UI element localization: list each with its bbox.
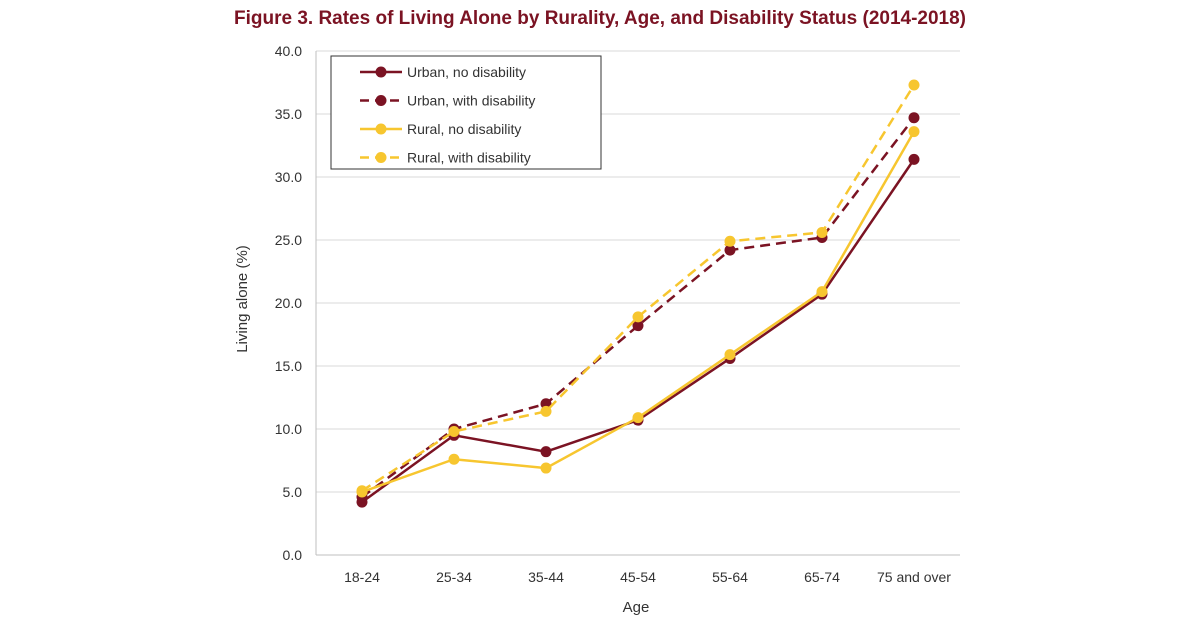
legend-box [330, 55, 602, 170]
chart-title: Figure 3. Rates of Living Alone by Rural… [233, 8, 967, 29]
legend-marker [375, 95, 387, 106]
data-point [632, 412, 644, 424]
data-point [816, 226, 828, 238]
y-axis-label: Living alone (%) [234, 245, 251, 353]
x-tick-label: 75 and over [877, 569, 951, 585]
data-point [540, 462, 552, 474]
data-point [908, 153, 920, 165]
x-tick-label: 55-64 [712, 569, 748, 585]
y-tick-label: 40.0 [275, 43, 302, 59]
x-tick-label: 45-54 [620, 569, 656, 585]
legend-marker [375, 66, 387, 78]
data-point [908, 79, 920, 91]
data-point [448, 453, 460, 465]
data-point [632, 320, 644, 332]
y-tick-label: 5.0 [283, 484, 303, 500]
series-line-1 [361, 117, 915, 499]
x-tick-label: 35-44 [528, 569, 564, 585]
y-tick-label: 30.0 [275, 169, 302, 185]
y-tick-label: 0.0 [283, 547, 303, 563]
y-tick-label: 25.0 [275, 232, 302, 248]
data-point [540, 398, 552, 410]
x-axis-label: Age [623, 599, 650, 616]
data-point [448, 426, 460, 438]
legend-label: Rural, with disability [407, 150, 531, 166]
data-point [908, 112, 920, 124]
data-point [540, 405, 552, 417]
y-tick-label: 10.0 [275, 421, 302, 437]
data-point [632, 311, 644, 323]
data-point [356, 485, 368, 497]
x-tick-label: 18-24 [344, 569, 380, 585]
data-point [724, 244, 736, 256]
legend-marker [375, 123, 387, 135]
legend-marker [375, 152, 387, 163]
y-tick-label: 15.0 [275, 358, 302, 374]
x-tick-label: 25-34 [436, 569, 472, 585]
y-tick-label: 35.0 [275, 106, 302, 122]
legend-label: Rural, no disability [407, 121, 521, 137]
data-point [724, 235, 736, 247]
data-point [816, 286, 828, 298]
data-point [724, 349, 736, 361]
y-tick-label: 20.0 [275, 295, 302, 311]
legend-label: Urban, with disability [407, 93, 535, 109]
x-tick-label: 65-74 [804, 569, 840, 585]
data-point [908, 126, 920, 138]
legend-label: Urban, no disability [407, 64, 526, 80]
data-point [540, 446, 552, 458]
